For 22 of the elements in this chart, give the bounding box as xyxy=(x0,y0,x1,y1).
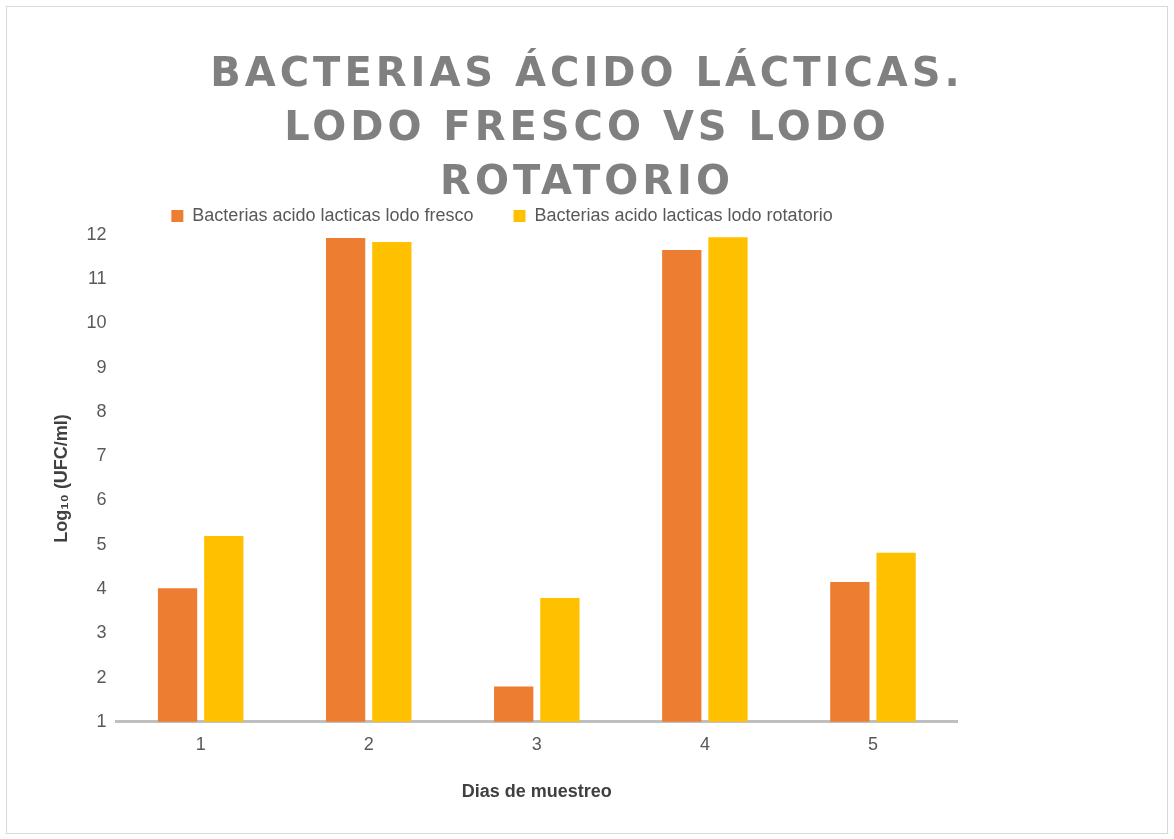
y-tick-label: 6 xyxy=(96,489,107,510)
y-tick-label: 7 xyxy=(96,445,107,466)
y-tick-label: 2 xyxy=(96,666,107,687)
y-tick-label: 12 xyxy=(86,223,107,244)
y-tick-label: 9 xyxy=(96,356,107,377)
x-tick-label: 2 xyxy=(363,733,374,754)
y-tick-label: 3 xyxy=(96,622,107,643)
y-tick-label: 5 xyxy=(96,533,107,554)
x-tick-label: 5 xyxy=(867,733,878,754)
y-tick-label: 10 xyxy=(86,312,107,333)
y-tick-label: 1 xyxy=(96,710,107,731)
x-tick-label: 3 xyxy=(531,733,542,754)
x-tick-label: 1 xyxy=(195,733,206,754)
y-tick-label: 4 xyxy=(96,578,107,599)
legend-label: Bacterias acido lacticas lodo rotatorio xyxy=(534,204,833,225)
legend-label: Bacterias acido lacticas lodo fresco xyxy=(192,204,474,225)
y-tick-label: 11 xyxy=(87,268,107,289)
x-axis-title: Dias de muestreo xyxy=(461,781,612,802)
x-tick-label: 4 xyxy=(699,733,710,754)
chart-title: BACTERIAS ÁCIDO LÁCTICAS. LODO FRESCO VS LODO ROTATORIO xyxy=(210,49,964,203)
y-axis-title: Log₁₀ (UFC/ml) xyxy=(50,414,71,543)
y-tick-label: 8 xyxy=(96,400,107,421)
